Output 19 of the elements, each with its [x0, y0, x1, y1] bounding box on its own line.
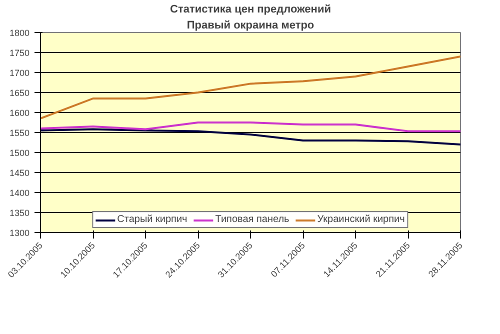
y-tick-label: 1650 — [9, 88, 30, 98]
y-tick-label: 1300 — [9, 228, 30, 238]
legend-label: Типовая панель — [215, 214, 290, 225]
line-series — [40, 128, 460, 146]
legend-label: Старый кирпич — [117, 214, 188, 225]
chart-subtitle: Правый окраина метро — [186, 20, 314, 32]
y-tick-label: 1800 — [9, 28, 30, 38]
y-tick-label: 1500 — [9, 148, 30, 158]
chart-title: Статистика цен предложений — [170, 4, 331, 16]
y-tick-label: 1550 — [9, 128, 30, 138]
y-tick-label: 1400 — [9, 188, 30, 198]
line-series — [40, 122, 460, 132]
y-tick-label: 1350 — [9, 208, 30, 218]
y-tick-label: 1750 — [9, 48, 30, 58]
y-tick-label: 1450 — [9, 168, 30, 178]
line-series — [40, 56, 460, 120]
y-tick-label: 1700 — [9, 68, 30, 78]
legend-label: Украинский кирпич — [317, 214, 405, 225]
y-tick-label: 1600 — [9, 108, 30, 118]
